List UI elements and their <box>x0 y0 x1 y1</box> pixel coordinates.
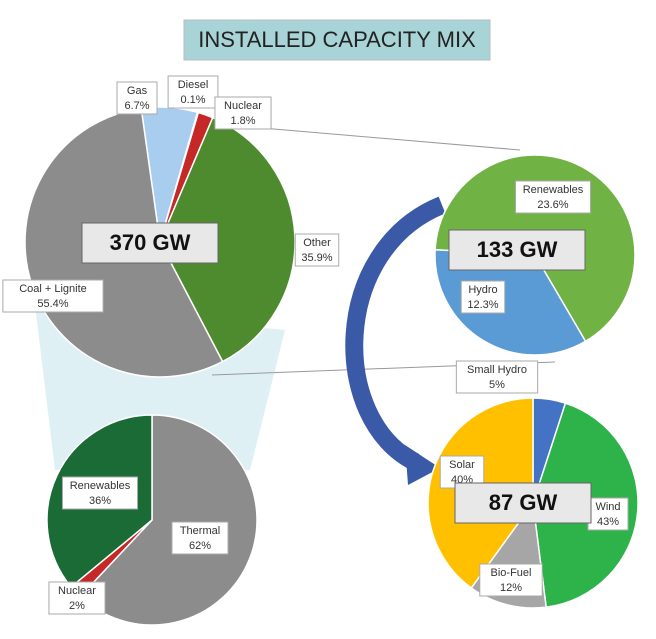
value-label: 0.1% <box>180 94 205 106</box>
pie-slice <box>79 414 258 626</box>
label-box <box>171 521 229 555</box>
category-label: Nuclear <box>58 585 96 597</box>
value-label: 55.4% <box>37 298 68 310</box>
label-box <box>214 96 272 130</box>
flow-arrow-head <box>405 445 440 485</box>
center-box <box>454 482 592 524</box>
category-label: Small Hydro <box>467 364 527 376</box>
category-label: Coal + Lignite <box>19 283 87 295</box>
label-box <box>455 360 539 394</box>
label-box <box>2 279 104 313</box>
label-box <box>460 280 506 314</box>
value-label: 62% <box>189 540 211 552</box>
category-label: Other <box>303 237 331 249</box>
category-label: Bio-Fuel <box>491 567 532 579</box>
label-box <box>116 81 158 115</box>
center-box <box>448 229 586 271</box>
category-label: Nuclear <box>224 100 262 112</box>
category-label: Diesel <box>178 79 209 91</box>
value-label: 23.6% <box>537 199 568 211</box>
title: INSTALLED CAPACITY MIX <box>198 27 476 52</box>
value-label: 12% <box>500 582 522 594</box>
value-label: 43% <box>597 516 619 528</box>
category-label: Wind <box>595 501 620 513</box>
category-label: Solar <box>449 459 475 471</box>
center-label: 370 GW <box>110 230 191 255</box>
title-box <box>183 19 491 61</box>
label-box <box>515 180 591 214</box>
center-label: 87 GW <box>489 490 558 515</box>
label-box <box>479 563 543 597</box>
category-label: Renewables <box>70 480 131 492</box>
label-box <box>48 581 106 615</box>
value-label: 35.9% <box>301 252 332 264</box>
label-box <box>587 497 629 531</box>
value-label: 6.7% <box>124 100 149 112</box>
category-label: Renewables <box>523 184 584 196</box>
category-label: Thermal <box>180 525 220 537</box>
label-box <box>62 476 138 510</box>
center-label: 133 GW <box>477 237 558 262</box>
flow-arrow <box>345 196 446 471</box>
category-label: Gas <box>127 85 148 97</box>
value-label: 1.8% <box>230 115 255 127</box>
category-label: Hydro <box>468 284 497 296</box>
connector <box>261 127 521 151</box>
label-box <box>167 75 219 109</box>
value-label: 12.3% <box>467 299 498 311</box>
value-label: 5% <box>489 379 505 391</box>
value-label: 36% <box>89 495 111 507</box>
pie-slice <box>434 248 587 356</box>
center-box <box>81 222 219 264</box>
label-box <box>294 233 340 267</box>
value-label: 2% <box>69 600 85 612</box>
